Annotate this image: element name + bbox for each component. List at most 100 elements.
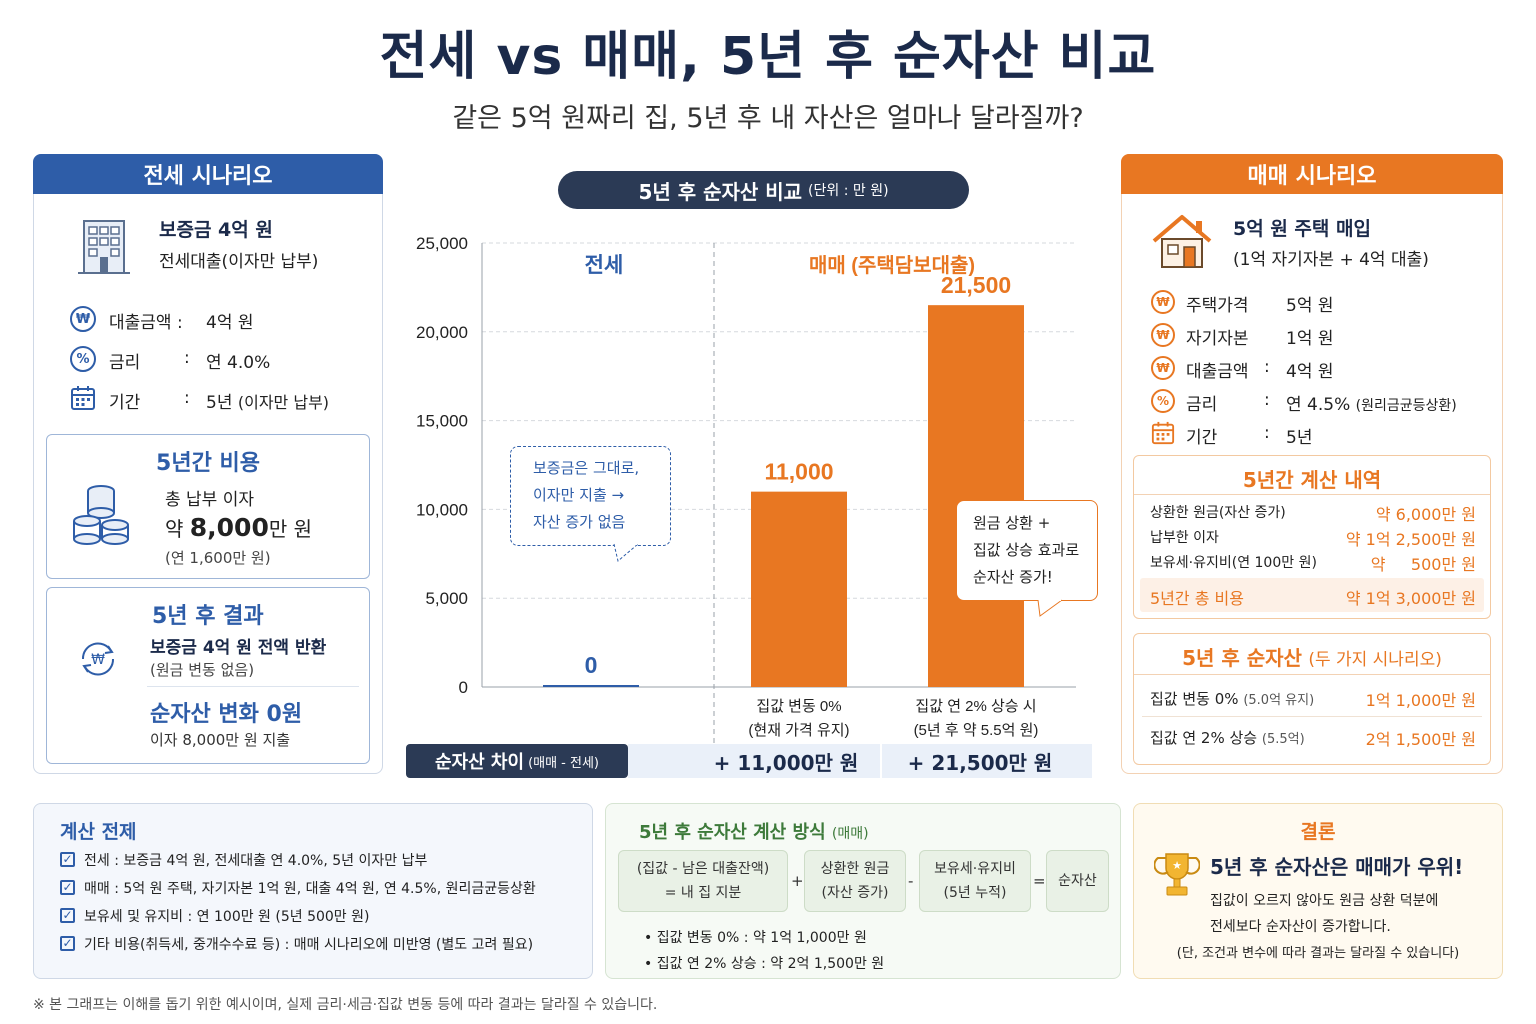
formula-line: = 내 집 지분: [664, 885, 742, 901]
result-line1: 보증금 4억 원 전액 반환: [150, 638, 327, 658]
chart-title: 5년 후 순자산 비교: [638, 179, 803, 204]
callout-jeonse: 보증금은 그대로, 이자만 지출 → 자산 증가 없음: [510, 446, 671, 546]
maemae-row-note: (원리금균등상환): [1355, 398, 1457, 414]
diff-value: + 21,500만 원: [907, 750, 1053, 775]
jeonse-row-value-wrap: 5년 (이자만 납부): [206, 388, 329, 413]
bar: [928, 305, 1024, 687]
net-row-value: 2억 1,500만 원: [1365, 730, 1476, 749]
footnote: ※ 본 그래프는 이해를 돕기 위한 예시이며, 실제 금리·세금·집값 변동 …: [33, 997, 658, 1013]
calc-row-value: 약 6,000만 원: [1375, 505, 1476, 524]
svg-text:★: ★: [1172, 859, 1182, 872]
net-row-note: (5.0억 유지): [1243, 693, 1315, 708]
maemae-row-value: 5년: [1286, 428, 1313, 448]
y-tick-label: 10,000: [416, 500, 468, 519]
jeonse-row-label: 기간: [109, 393, 141, 413]
chart-unit: (단위 : 만 원): [808, 183, 889, 199]
formula-line: 상환한 원금: [820, 861, 890, 877]
x-tick-label: (5년 후 약 5.5억 원): [914, 722, 1039, 739]
method-bullet: 집값 연 2% 상승 : 약 2억 1,500만 원: [656, 956, 885, 972]
callout-tail: [1037, 599, 1063, 617]
net-row-label: 집값 변동 0%: [1150, 690, 1239, 708]
calendar-icon: [71, 386, 95, 410]
conclusion-title: 결론: [1300, 821, 1336, 843]
won-icon: ₩: [1151, 323, 1175, 347]
net-title-wrap: 5년 후 순자산 (두 가지 시나리오): [1134, 642, 1490, 671]
maemae-row-label: 주택가격: [1186, 296, 1249, 316]
won-icon: ₩: [1151, 356, 1175, 380]
maemae-row-value: 1억 원: [1286, 329, 1334, 349]
callout-line: 이자만 지출 →: [533, 486, 625, 504]
calc-total-row: 5년간 총 비용 약 1억 3,000만 원: [1140, 578, 1484, 612]
conclusion-headline: 5년 후 순자산은 매매가 우위!: [1210, 855, 1464, 879]
net-note: 이자 8,000만 원 지출: [150, 731, 291, 749]
maemae-row-label: 자기자본: [1186, 329, 1249, 349]
premise-item: 보유세 및 유지비 : 연 100만 원 (5년 500만 원): [84, 909, 370, 925]
calc-row-label: 납부한 이자: [1150, 530, 1219, 546]
equals-operator: =: [1033, 872, 1046, 890]
premise-title: 계산 전제: [60, 821, 137, 843]
conclusion-line: 전세보다 순자산이 증가합니다.: [1210, 919, 1391, 935]
won-icon: ₩: [1151, 290, 1175, 314]
cost-note: (연 1,600만 원): [165, 549, 271, 567]
jeonse-deposit: 보증금 4억 원: [159, 219, 273, 241]
maemae-row-colon: :: [1264, 357, 1270, 377]
maemae-row-label: 기간: [1186, 428, 1218, 448]
callout-line: 집값 상승 효과로: [973, 541, 1080, 559]
diff-label-small: (매매 - 전세): [528, 755, 600, 771]
refund-cycle-icon: ₩: [81, 642, 115, 676]
diff-row: + 11,000만 원 + 21,500만 원: [628, 744, 1092, 778]
y-tick-label: 0: [459, 678, 468, 697]
bar-value-label: 0: [585, 652, 598, 678]
premise-item: 매매 : 5억 원 주택, 자기자본 1억 원, 대출 4억 원, 연 4.5%…: [84, 881, 536, 897]
bar-value-label: 11,000: [764, 459, 833, 485]
maemae-row-value: 5억 원: [1286, 296, 1334, 316]
calc-row-label: 상환한 원금(자산 증가): [1150, 505, 1286, 521]
method-bullet-wrap: • 집값 변동 0% : 약 1억 1,000만 원: [644, 930, 867, 946]
jeonse-result-box: 5년 후 결과 ₩ 보증금 4억 원 전액 반환 (원금 변동 없음) 순자산 …: [46, 587, 370, 764]
conclusion-line: 집값이 오르지 않아도 원금 상환 덕분에: [1210, 893, 1439, 909]
maemae-row-value-wrap: 연 4.5% (원리금균등상환): [1286, 390, 1457, 415]
premise-item: 기타 비용(취득세, 중개수수료 등) : 매매 시나리오에 미반영 (별도 고…: [84, 937, 534, 953]
house-icon: [1152, 215, 1212, 268]
won-icon: ₩: [70, 306, 96, 332]
callout-maemae: 원금 상환 + 집값 상승 효과로 순자산 증가!: [956, 500, 1098, 601]
percent-icon: %: [1151, 389, 1175, 413]
cost-amount: 약 8,000만 원: [165, 513, 312, 542]
group-label-maemae: 매매 (주택담보대출): [809, 254, 975, 277]
plus-operator: +: [791, 872, 804, 890]
result-title: 5년 후 결과: [152, 604, 264, 629]
maemae-row-colon: :: [1264, 423, 1270, 443]
jeonse-row-label: 대출금액 :: [109, 313, 183, 333]
cost-suffix: 만 원: [268, 517, 313, 541]
maemae-buy-desc: (1억 자기자본 + 4억 대출): [1233, 250, 1429, 270]
checkbox-icon: ✓: [60, 852, 75, 867]
cost-big: 8,000: [189, 513, 269, 542]
result-divider: [147, 686, 359, 687]
jeonse-row-note: (이자만 납부): [237, 393, 330, 412]
jeonse-row-label: 금리: [109, 353, 141, 373]
maemae-calc-box: 5년간 계산 내역 상환한 원금(자산 증가) 약 6,000만 원 납부한 이…: [1133, 455, 1491, 619]
calendar-icon: [1151, 421, 1175, 445]
formula-line: (5년 누적): [943, 885, 1007, 901]
method-title: 5년 후 순자산 계산 방식: [639, 822, 826, 843]
cost-prefix: 약: [165, 517, 190, 541]
diff-label-text: 순자산 차이: [434, 752, 525, 773]
maemae-buy: 5억 원 주택 매입: [1233, 218, 1371, 240]
bar-chart: 25,000 20,000 15,000 10,000 5,000 0 전세 매매 (주택담…: [416, 234, 1076, 744]
jeonse-loan-desc: 전세대출(이자만 납부): [159, 252, 319, 272]
callout-line: 보증금은 그대로,: [533, 459, 640, 477]
checkbox-icon: ✓: [60, 908, 75, 923]
cost-title: 5년간 비용: [156, 451, 260, 476]
jeonse-row-colon: :: [184, 388, 190, 408]
diff-divider: [880, 744, 882, 778]
net-row-label: 집값 연 2% 상승: [1150, 729, 1258, 747]
maemae-net-box: 5년 후 순자산 (두 가지 시나리오) 집값 변동 0% (5.0억 유지) …: [1133, 633, 1491, 765]
calc-total-label: 5년간 총 비용: [1150, 589, 1244, 608]
jeonse-row-value: 5년: [206, 393, 233, 413]
maemae-row-label: 금리: [1186, 395, 1218, 415]
maemae-net-title-small: (두 가지 시나리오): [1308, 650, 1442, 670]
y-tick-label: 20,000: [416, 323, 468, 342]
jeonse-row-value: 연 4.0%: [206, 353, 271, 373]
premise-box: 계산 전제 ✓ 전세 : 보증금 4억 원, 전세대출 연 4.0%, 5년 이…: [33, 803, 593, 979]
x-tick-label: 집값 연 2% 상승 시: [915, 698, 1036, 715]
